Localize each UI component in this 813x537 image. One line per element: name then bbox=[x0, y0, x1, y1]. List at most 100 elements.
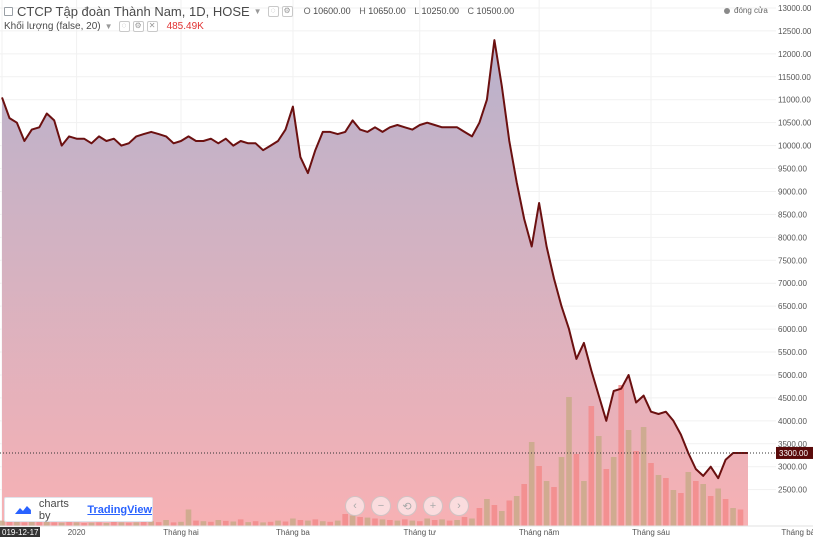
price-tick-label: 10500.00 bbox=[778, 119, 812, 128]
market-status-label: đóng cửa bbox=[734, 6, 768, 15]
scroll-left-button[interactable]: ‹ bbox=[345, 496, 365, 516]
price-tick-label: 8500.00 bbox=[778, 210, 807, 219]
close-value: 10500.00 bbox=[476, 6, 515, 16]
volume-bar bbox=[282, 521, 289, 526]
collapse-icon[interactable] bbox=[4, 6, 13, 16]
volume-bar bbox=[558, 457, 565, 526]
volume-bar bbox=[551, 487, 557, 526]
volume-bar bbox=[633, 451, 639, 526]
price-axis[interactable]: 2500.00 3000.00 3500.00 4000.00 4500.00 5000.… bbox=[776, 0, 813, 537]
volume-bar bbox=[148, 521, 154, 526]
price-area bbox=[2, 40, 748, 526]
volume-bar bbox=[409, 520, 416, 526]
volume-bar bbox=[260, 522, 266, 526]
volume-bar bbox=[305, 520, 311, 526]
volume-bar bbox=[543, 481, 550, 526]
volume-bar bbox=[417, 521, 423, 526]
volume-bar bbox=[610, 457, 617, 526]
price-tick-label: 6000.00 bbox=[778, 325, 807, 334]
price-tick-label: 3000.00 bbox=[778, 463, 807, 472]
volume-bar bbox=[327, 521, 333, 526]
time-axis[interactable]: 019-12-17 2020 Tháng hai Tháng ba Tháng tư Th… bbox=[0, 525, 813, 537]
price-tick-label: 12500.00 bbox=[778, 27, 812, 36]
volume-bar bbox=[618, 385, 624, 526]
price-line bbox=[1, 39, 748, 480]
zoom-in-button[interactable]: + bbox=[423, 496, 443, 516]
price-tick-label: 8000.00 bbox=[778, 233, 807, 242]
volume-bar bbox=[290, 518, 296, 526]
symbol-title[interactable]: CTCP Tập đoàn Thành Nam, 1D, HOSE bbox=[17, 3, 250, 19]
volume-bar bbox=[133, 522, 140, 526]
volume-bar bbox=[528, 442, 535, 526]
close-label: C bbox=[467, 6, 475, 16]
volume-bar bbox=[237, 519, 244, 526]
volume-bar bbox=[521, 484, 527, 526]
volume-bar bbox=[625, 430, 632, 526]
price-tick-label: 11500.00 bbox=[778, 73, 811, 82]
settings-icon[interactable]: ⚙ bbox=[281, 5, 293, 17]
volume-bar bbox=[566, 397, 572, 526]
volume-bar bbox=[267, 521, 274, 526]
volume-bar bbox=[29, 521, 35, 526]
time-tick-label: Tháng năm bbox=[519, 528, 560, 537]
time-tick-label: Tháng ba bbox=[276, 528, 310, 537]
scroll-right-button[interactable]: › bbox=[449, 496, 469, 516]
volume-bar bbox=[461, 517, 468, 526]
volume-bar bbox=[424, 518, 430, 526]
zoom-out-button[interactable]: − bbox=[371, 496, 391, 516]
volume-bar bbox=[118, 522, 125, 526]
volume-bar bbox=[394, 520, 401, 526]
volume-bar bbox=[588, 406, 595, 526]
volume-bar bbox=[431, 520, 438, 526]
date-highlight-tag bbox=[0, 527, 40, 537]
volume-bar bbox=[454, 520, 460, 526]
date-highlight-label: 019-12-17 bbox=[2, 528, 39, 537]
volume-bar bbox=[700, 484, 706, 526]
price-tick-label: 6500.00 bbox=[778, 302, 807, 311]
volume-bar bbox=[320, 521, 326, 526]
volume-bar bbox=[208, 521, 214, 526]
settings-icon[interactable]: ⚙ bbox=[132, 20, 144, 32]
volume-bar bbox=[469, 518, 475, 526]
low-value: 10250.00 bbox=[421, 6, 459, 16]
attribution-prefix: charts by bbox=[38, 497, 69, 522]
price-tick-label: 13000.00 bbox=[778, 4, 812, 13]
chevron-down-icon[interactable]: ▼ bbox=[253, 6, 262, 16]
volume-value: 485.49K bbox=[166, 20, 204, 32]
reset-button[interactable]: ⟲ bbox=[397, 496, 417, 516]
volume-bar bbox=[58, 522, 65, 526]
volume-bar bbox=[722, 499, 729, 526]
volume-bar bbox=[88, 522, 95, 526]
tradingview-attribution[interactable]: charts by TradingView bbox=[4, 497, 153, 522]
volume-bar bbox=[230, 521, 237, 526]
chart-navigation: ‹ − ⟲ + › bbox=[345, 496, 475, 516]
volume-bar bbox=[103, 523, 110, 526]
volume-bar bbox=[439, 519, 445, 526]
price-tick-label: 5500.00 bbox=[778, 348, 807, 357]
volume-bar bbox=[596, 436, 602, 526]
volume-bar bbox=[252, 521, 259, 526]
volume-bar bbox=[446, 520, 453, 526]
last-price-tag bbox=[776, 446, 813, 459]
tradingview-link[interactable]: TradingView bbox=[87, 503, 152, 516]
volume-bar bbox=[66, 522, 72, 526]
volume-bar bbox=[342, 514, 348, 526]
close-icon[interactable]: ✕ bbox=[146, 20, 158, 32]
volume-bar bbox=[297, 520, 304, 526]
hide-icon[interactable]: ◌ bbox=[267, 5, 279, 17]
volume-bar bbox=[603, 469, 610, 526]
hide-icon[interactable]: ◌ bbox=[118, 20, 130, 32]
volume-bar bbox=[663, 478, 669, 526]
volume-bar bbox=[73, 522, 80, 526]
price-tick-label: 9000.00 bbox=[778, 187, 807, 196]
price-tick-label: 7000.00 bbox=[778, 279, 807, 288]
volume-bar bbox=[349, 515, 356, 526]
volume-bar bbox=[357, 517, 363, 526]
volume-bar bbox=[364, 517, 371, 526]
last-price-label: 3300.00 bbox=[779, 449, 808, 458]
chevron-down-icon[interactable]: ▼ bbox=[104, 21, 113, 31]
volume-label[interactable]: Khối lượng (false, 20) bbox=[4, 20, 101, 32]
volume-bar bbox=[536, 466, 542, 526]
volume-bar bbox=[678, 493, 684, 526]
